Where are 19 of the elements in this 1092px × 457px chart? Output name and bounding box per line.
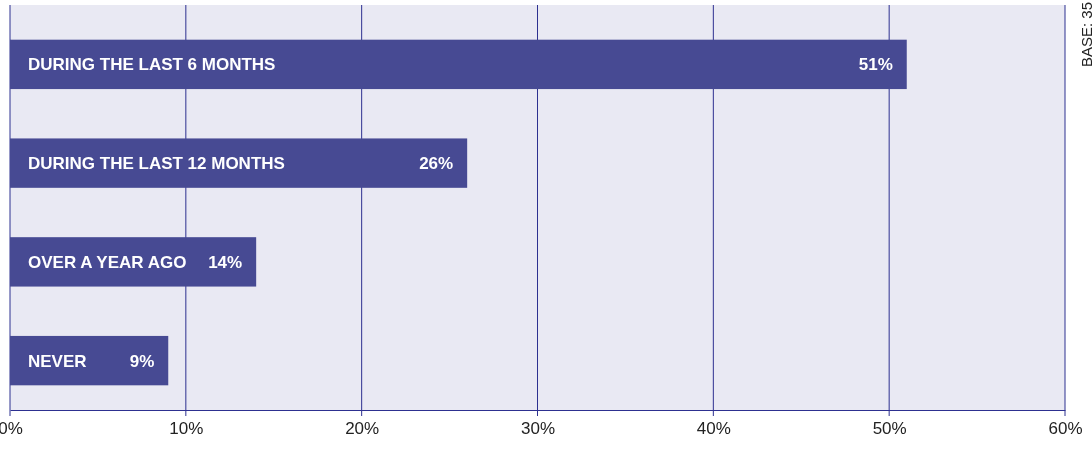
x-tick-label: 60% [1048,419,1083,439]
y-tick-label: OVER A YEAR AGO [28,252,187,272]
x-tick-label: 40% [696,419,731,439]
text: BASE: 35 [1078,2,1092,68]
x-tick-label: 10% [169,419,204,439]
bar [10,39,907,90]
x-tick-label: 50% [872,419,907,439]
bar [10,138,468,188]
bar [10,335,169,386]
bar [10,237,257,287]
y-tick-label: DURING THE LAST 12 MONTHS [28,154,285,174]
x-tick-label: 20% [345,419,380,439]
data-label: 51% [858,55,893,75]
data-label: 26% [419,154,454,174]
data-label: 9% [129,351,155,371]
data-label: 14% [208,252,243,272]
y-tick-label: DURING THE LAST 6 MONTHS [28,55,276,75]
y-tick-label: NEVER [28,351,87,371]
x-tick-label: 30% [520,419,556,439]
